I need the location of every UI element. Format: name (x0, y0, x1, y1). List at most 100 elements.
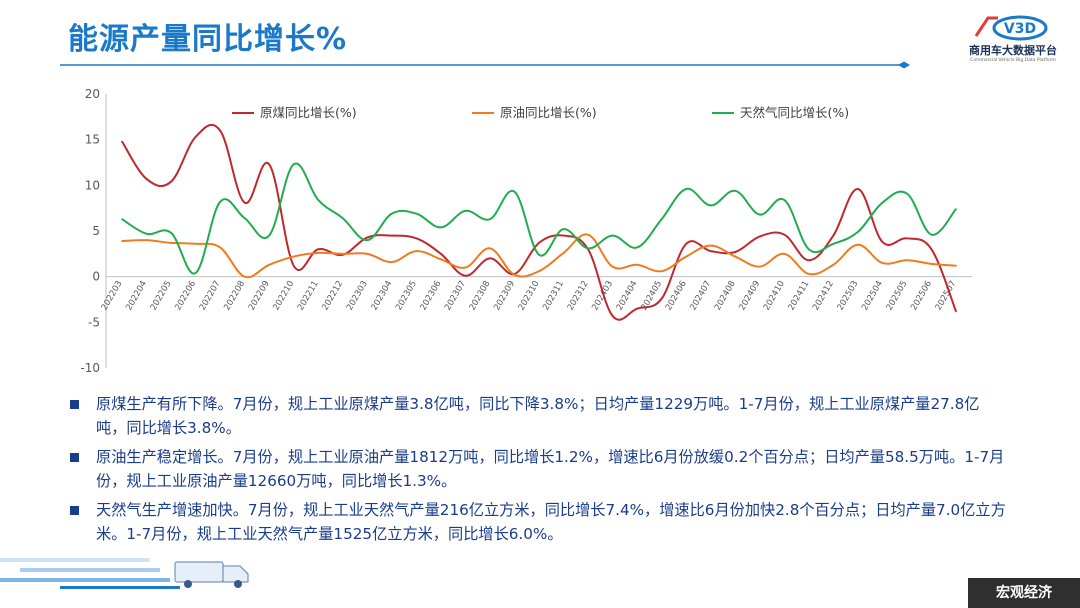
logo-mark-icon: V3D (974, 15, 1048, 41)
data-point-gas (292, 163, 295, 166)
data-point-oil (219, 246, 221, 249)
data-point-oil (857, 243, 859, 246)
data-point-coal (636, 307, 638, 310)
bullet-list: 原煤生产有所下降。7月份，规上工业原煤产量3.8亿吨，同比下降3.8%；日均产量… (68, 392, 1008, 551)
data-point-oil (758, 265, 761, 268)
data-point-oil (194, 242, 197, 245)
data-point-oil (709, 244, 712, 247)
page-title: 能源产量同比增长% (68, 22, 348, 57)
data-point-gas (685, 188, 687, 190)
x-tick-label: 202310 (517, 279, 542, 312)
bullet-text: 原煤生产有所下降。7月份，规上工业原煤产量3.8亿吨，同比下降3.8%；日均产量… (96, 395, 980, 437)
data-point-coal (538, 242, 540, 244)
y-tick-label: 0 (92, 270, 100, 284)
data-point-coal (243, 201, 246, 204)
data-point-gas (219, 200, 221, 203)
x-tick-label: 202303 (345, 279, 370, 312)
data-point-coal (832, 234, 835, 237)
x-tick-label: 202404 (615, 279, 640, 312)
data-point-oil (243, 275, 246, 278)
data-point-oil (660, 270, 663, 272)
section-badge: 宏观经济 (968, 578, 1080, 608)
data-point-gas (881, 201, 884, 204)
y-tick-label: 5 (92, 224, 100, 238)
x-tick-label: 202503 (836, 279, 861, 312)
data-point-coal (709, 250, 712, 252)
data-point-oil (489, 247, 491, 250)
data-point-gas (734, 190, 737, 192)
data-point-coal (783, 233, 786, 236)
data-point-coal (906, 237, 908, 240)
data-point-gas (660, 218, 663, 220)
data-point-coal (440, 253, 442, 255)
data-point-gas (832, 242, 835, 245)
x-tick-label: 202309 (492, 279, 517, 312)
data-point-coal (415, 237, 418, 240)
data-point-coal (758, 235, 761, 238)
data-point-coal (881, 241, 884, 243)
x-tick-label: 202209 (247, 279, 272, 312)
data-point-oil (587, 233, 589, 236)
data-point-gas (857, 231, 859, 233)
y-tick-label: 10 (85, 178, 100, 192)
energy-yoy-chart: -10 -5 0 5 10 15 20 202203 202204 202205 202206 202… (60, 78, 1000, 378)
x-tick-label: 202406 (664, 279, 689, 312)
x-tick-label: 202204 (124, 279, 149, 312)
x-tick-label: 202306 (419, 279, 444, 312)
data-point-oil (391, 261, 393, 263)
x-tick-label: 202212 (320, 279, 345, 312)
data-point-oil (513, 274, 516, 276)
bullet-gas: 天然气生产增速加快。7月份，规上工业天然气产量216亿立方米，同比增长7.4%，… (68, 498, 1008, 546)
x-tick-label: 202203 (100, 279, 125, 312)
data-point-oil (464, 266, 467, 269)
data-point-gas (513, 190, 516, 193)
x-tick-label: 202505 (885, 279, 910, 312)
data-point-gas (955, 208, 957, 210)
x-tick-label: 202305 (394, 279, 419, 312)
data-point-coal (121, 140, 123, 143)
bullet-marker (70, 453, 79, 462)
data-point-oil (930, 263, 933, 265)
data-point-coal (292, 264, 295, 267)
data-point-gas (611, 234, 614, 237)
data-point-oil (170, 242, 172, 244)
series-line-gas (121, 162, 957, 275)
data-point-coal (955, 310, 957, 313)
data-point-gas (808, 248, 810, 251)
x-tick-label: 202304 (370, 279, 395, 312)
data-point-gas (341, 217, 344, 220)
x-tick-label: 202411 (787, 279, 812, 312)
data-point-oil (783, 253, 786, 255)
data-point-gas (121, 218, 123, 220)
data-point-coal (464, 274, 467, 277)
bullet-oil: 原油生产稳定增长。7月份，规上工业原油产量1812万吨，同比增长1.2%，增速比… (68, 445, 1008, 493)
data-point-coal (268, 163, 270, 166)
data-point-gas (758, 213, 761, 216)
x-tick-label: 202407 (688, 279, 713, 312)
data-point-coal (170, 180, 172, 183)
data-point-oil (955, 264, 957, 267)
data-point-oil (881, 262, 884, 264)
data-point-coal (194, 136, 197, 138)
x-tick-label: 202208 (222, 279, 247, 312)
data-point-coal (562, 234, 565, 237)
bullet-marker (70, 506, 79, 515)
x-tick-label: 202410 (762, 279, 787, 312)
x-tick-label: 202409 (737, 279, 762, 312)
bullet-marker (70, 400, 79, 409)
x-tick-label: 202210 (271, 279, 296, 312)
x-tick-label: 202205 (149, 279, 174, 312)
data-point-gas (709, 204, 712, 207)
data-point-oil (832, 263, 835, 266)
data-point-gas (464, 210, 467, 212)
data-point-oil (415, 250, 418, 252)
data-point-oil (808, 273, 810, 275)
logo-name: 商用车大数据平台 (969, 44, 1057, 57)
data-point-oil (317, 252, 320, 254)
data-point-coal (317, 248, 320, 251)
y-tick-label: 20 (85, 87, 100, 101)
x-tick-label: 202403 (590, 279, 615, 312)
data-point-gas (440, 226, 442, 229)
logo-mark-text: V3D (1004, 21, 1036, 37)
